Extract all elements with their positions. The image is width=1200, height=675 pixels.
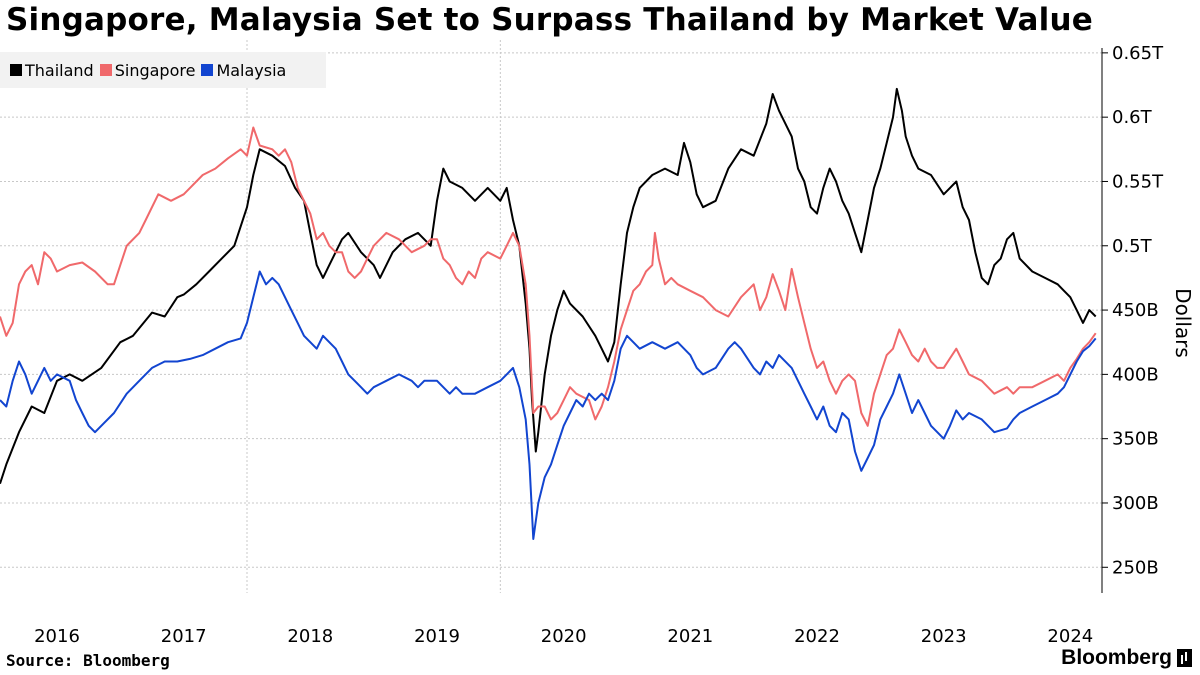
- legend-label-singapore: Singapore: [114, 60, 196, 80]
- x-tick-label: 2020: [541, 626, 587, 647]
- legend: Thailand Singapore Malaysia: [0, 52, 326, 88]
- y-tick-label: 450B: [1112, 300, 1159, 321]
- x-tick-label: 2023: [921, 626, 967, 647]
- brand-name: Bloomberg: [1061, 646, 1172, 669]
- x-tick-label: 2021: [667, 626, 713, 647]
- gridlines: [0, 40, 1102, 593]
- y-tick-label: 0.6T: [1112, 107, 1153, 128]
- legend-swatch-malaysia: [201, 64, 214, 76]
- x-tick-label: 2022: [794, 626, 840, 647]
- legend-label-thailand: Thailand: [25, 60, 94, 80]
- chart-title: Singapore, Malaysia Set to Surpass Thail…: [6, 2, 1093, 38]
- y-tick-label: 0.55T: [1112, 171, 1164, 192]
- legend-item-thailand: Thailand: [10, 61, 94, 80]
- y-tick-label: 300B: [1112, 493, 1159, 514]
- x-tick-label: 2018: [287, 626, 333, 647]
- series-line-malaysia: [0, 270, 1097, 540]
- y-tick-label: 350B: [1112, 429, 1159, 450]
- legend-swatch-thailand: [10, 64, 22, 76]
- source-note: Source: Bloomberg: [6, 651, 170, 670]
- y-axis: 250B 300B 350B 400B 450B 0.5T 0.55T 0.6T 0.65T: [1101, 43, 1164, 593]
- series-lines: [0, 87, 1097, 540]
- legend-item-malaysia: Malaysia: [201, 61, 286, 80]
- legend-swatch-singapore: [99, 64, 112, 76]
- series-line-singapore: [0, 126, 1097, 427]
- series-line-thailand: [0, 87, 1097, 485]
- x-tick-label: 2019: [414, 626, 460, 647]
- legend-item-singapore: Singapore: [99, 60, 196, 80]
- x-tick-label: 2016: [34, 626, 80, 647]
- brand-logo: Bloomberg: [1061, 646, 1192, 670]
- y-tick-label: 0.5T: [1112, 236, 1153, 257]
- legend-label-malaysia: Malaysia: [216, 60, 287, 80]
- x-axis: 2016 2017 2018 2019 2020 2021 2022 2023 2024: [34, 626, 1093, 647]
- y-tick-label: 0.65T: [1112, 43, 1164, 64]
- x-tick-label: 2017: [161, 626, 207, 647]
- y-tick-label: 400B: [1112, 364, 1159, 385]
- terminal-icon: [1177, 649, 1192, 667]
- y-tick-label: 250B: [1112, 557, 1159, 578]
- x-tick-label: 2024: [1047, 626, 1093, 647]
- y-axis-title: Dollars: [1171, 288, 1195, 358]
